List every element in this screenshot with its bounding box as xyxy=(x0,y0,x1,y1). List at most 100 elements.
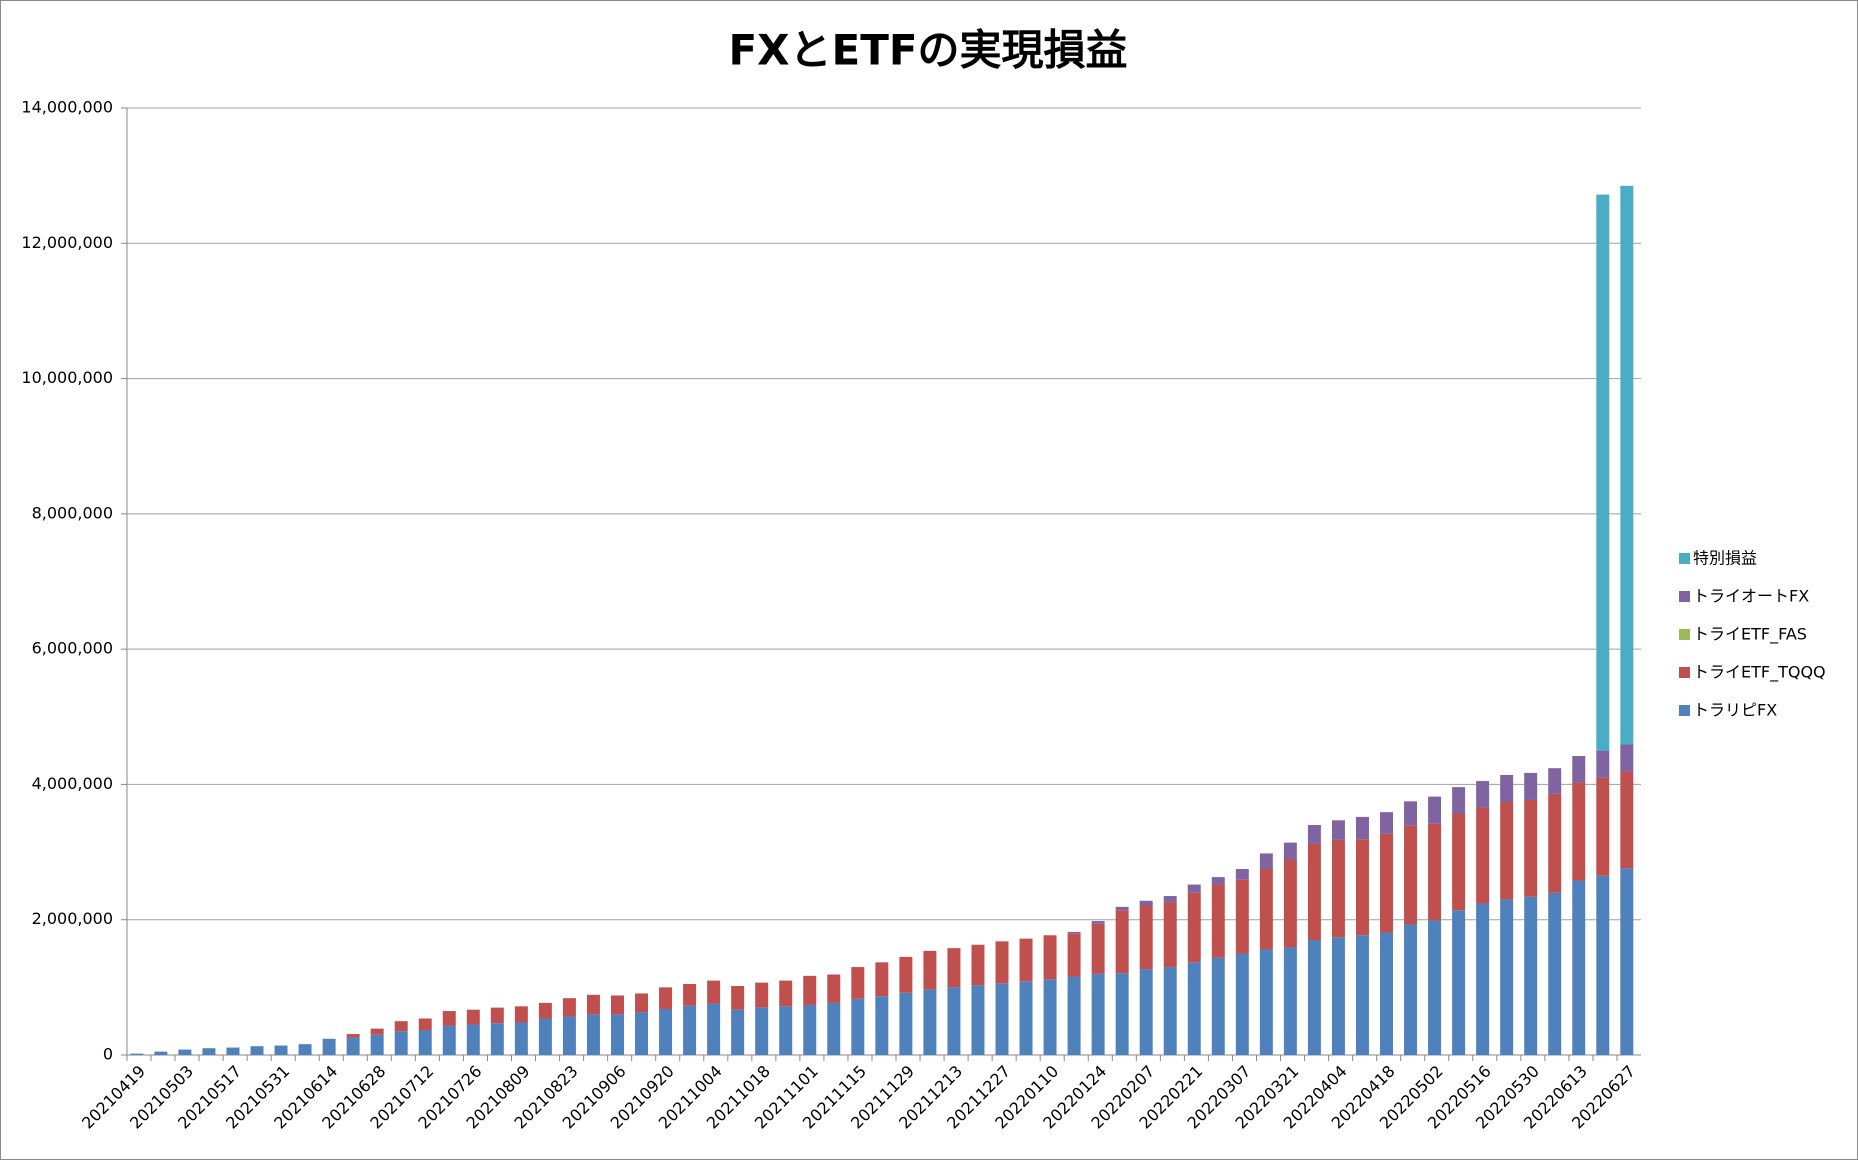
legend-label: 特別損益 xyxy=(1693,549,1757,568)
bar-segment xyxy=(1139,900,1153,906)
bar-segment xyxy=(1283,842,1297,860)
bar-segment xyxy=(971,985,985,1055)
bar-segment xyxy=(1596,777,1610,876)
bar-segment xyxy=(1476,781,1490,808)
bar-segment xyxy=(659,1009,673,1055)
bar-segment xyxy=(1596,194,1610,751)
bar-segment xyxy=(1380,932,1393,1055)
bar-segment xyxy=(1620,868,1634,1055)
bar-segment xyxy=(1548,793,1562,893)
bar-segment xyxy=(1452,910,1466,1055)
bar-segment xyxy=(755,1007,769,1055)
bar-segment xyxy=(1139,905,1153,970)
bar-segment xyxy=(1019,938,1033,982)
y-tick-label: 4,000,000 xyxy=(32,774,113,793)
bar-segment xyxy=(1500,774,1514,803)
legend-swatch xyxy=(1679,591,1690,602)
bar-segment xyxy=(322,1038,336,1055)
bar-segment xyxy=(1476,903,1490,1055)
bar-segment xyxy=(1331,937,1345,1055)
bar-segment xyxy=(1404,825,1418,925)
bar-segment xyxy=(1596,875,1610,1055)
bar-segment xyxy=(514,1022,528,1055)
bar-segment xyxy=(1380,812,1393,834)
y-tick-label: 14,000,000 xyxy=(21,98,113,117)
bar-segment xyxy=(610,1014,624,1055)
bar-segment xyxy=(1428,796,1442,824)
bar-segment xyxy=(490,1007,504,1024)
bar-segment xyxy=(1500,802,1514,900)
bar-segment xyxy=(1043,979,1057,1055)
bar-segment xyxy=(202,1048,216,1055)
bar-segment xyxy=(1067,933,1081,977)
bar-segment xyxy=(1331,820,1345,840)
bar-segment xyxy=(707,1003,721,1055)
bar-segment xyxy=(803,975,817,1005)
bar-segment xyxy=(827,974,841,1003)
bar-segment xyxy=(466,1009,480,1025)
bar-segment xyxy=(466,1024,480,1055)
legend-label: トライETF_TQQQ xyxy=(1693,663,1826,683)
bar-segment xyxy=(851,998,865,1055)
bar-segment xyxy=(610,995,624,1015)
bar-segment xyxy=(1620,744,1634,772)
bar-segment xyxy=(1355,816,1369,840)
y-tick-label: 12,000,000 xyxy=(21,233,113,252)
bar-segment xyxy=(1283,859,1297,948)
bar-segment xyxy=(683,983,697,1006)
bar-segment xyxy=(1235,953,1249,1055)
bar-segment xyxy=(1307,825,1321,844)
bar-segment xyxy=(1620,185,1634,745)
bar-segment xyxy=(154,1051,168,1055)
bar-segment xyxy=(1115,910,1129,974)
bar-segment xyxy=(538,1018,552,1055)
bar-segment xyxy=(1019,981,1033,1055)
bar-segment xyxy=(1500,899,1514,1055)
bar-segment xyxy=(827,1002,841,1055)
bar-segment xyxy=(442,1025,456,1055)
bar-segment xyxy=(779,980,793,1007)
bar-segment xyxy=(1187,962,1201,1055)
bar-segment xyxy=(562,998,576,1017)
y-tick-label: 2,000,000 xyxy=(32,909,113,928)
legend-label: トライオートFX xyxy=(1693,587,1809,606)
bar-segment xyxy=(226,1047,240,1055)
bar-segment xyxy=(1067,976,1081,1055)
bar-segment xyxy=(370,1034,384,1055)
bar-segment xyxy=(731,1009,745,1055)
bar-segment xyxy=(298,1044,312,1055)
bar-segment xyxy=(1115,906,1129,911)
bar-segment xyxy=(947,948,961,988)
bar-segment xyxy=(803,1004,817,1055)
bar-segment xyxy=(394,1031,408,1055)
y-tick-label: 10,000,000 xyxy=(21,368,113,387)
y-tick-label: 0 xyxy=(103,1045,113,1064)
bar-segment xyxy=(1163,902,1177,968)
bar-segment xyxy=(1307,843,1321,941)
bar-segment xyxy=(1091,921,1105,924)
bar-segment xyxy=(1115,973,1129,1055)
bar-segment xyxy=(346,1037,360,1055)
legend-swatch xyxy=(1679,667,1690,678)
bar-segment xyxy=(1091,923,1105,974)
bar-segment xyxy=(659,987,673,1010)
bar-segment xyxy=(1428,920,1442,1055)
bar-segment xyxy=(1572,756,1586,783)
bar-segment xyxy=(875,996,889,1055)
bar-segment xyxy=(899,992,913,1055)
bar-segment xyxy=(586,994,600,1015)
bar-segment xyxy=(1139,969,1153,1055)
bar-segment xyxy=(514,1006,528,1023)
bar-segment xyxy=(1572,880,1586,1055)
bar-segment xyxy=(1163,967,1177,1055)
bar-segment xyxy=(538,1002,552,1019)
y-tick-label: 6,000,000 xyxy=(32,639,113,658)
bar-segment xyxy=(1548,768,1562,794)
bar-segment xyxy=(1476,807,1490,904)
bar-segment xyxy=(1355,935,1369,1055)
bar-segment xyxy=(370,1028,384,1035)
bar-segment xyxy=(1211,957,1225,1055)
bar-segment xyxy=(899,956,913,993)
bar-segment xyxy=(1428,823,1442,921)
bar-segment xyxy=(1259,853,1273,869)
